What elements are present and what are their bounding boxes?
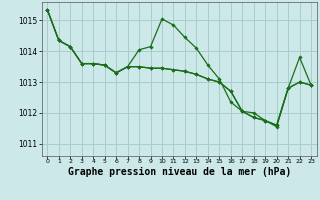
X-axis label: Graphe pression niveau de la mer (hPa): Graphe pression niveau de la mer (hPa) — [68, 167, 291, 177]
